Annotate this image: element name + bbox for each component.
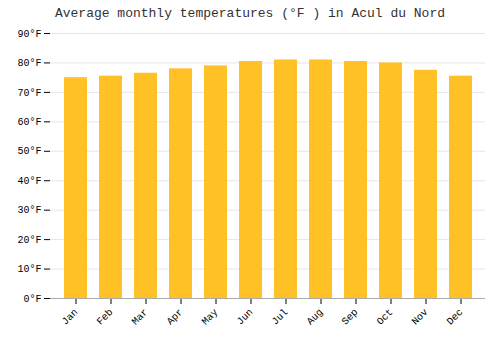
svg-text:Oct: Oct xyxy=(375,307,396,328)
svg-text:10°F: 10°F xyxy=(17,264,41,275)
svg-text:Feb: Feb xyxy=(95,307,116,328)
svg-text:90°F: 90°F xyxy=(17,29,41,40)
svg-text:80°F: 80°F xyxy=(17,58,41,69)
svg-text:60°F: 60°F xyxy=(17,117,41,128)
svg-text:Dec: Dec xyxy=(445,307,466,328)
svg-text:Mar: Mar xyxy=(130,307,151,328)
svg-text:Jan: Jan xyxy=(60,307,81,328)
svg-text:40°F: 40°F xyxy=(17,176,41,187)
svg-text:70°F: 70°F xyxy=(17,88,41,99)
svg-text:Aug: Aug xyxy=(305,307,326,328)
svg-text:Jun: Jun xyxy=(235,307,256,328)
svg-text:50°F: 50°F xyxy=(17,146,41,157)
svg-text:30°F: 30°F xyxy=(17,205,41,216)
svg-text:Nov: Nov xyxy=(410,307,431,328)
svg-text:0°F: 0°F xyxy=(23,294,41,305)
svg-text:May: May xyxy=(200,307,221,328)
svg-text:Sep: Sep xyxy=(340,307,361,328)
html-text:Average monthly temperatures (: Average monthly temperatures (°F ) in Ac… xyxy=(55,6,445,21)
svg-text:20°F: 20°F xyxy=(17,235,41,246)
svg-text:Apr: Apr xyxy=(165,307,186,328)
svg-text:Jul: Jul xyxy=(270,307,291,328)
